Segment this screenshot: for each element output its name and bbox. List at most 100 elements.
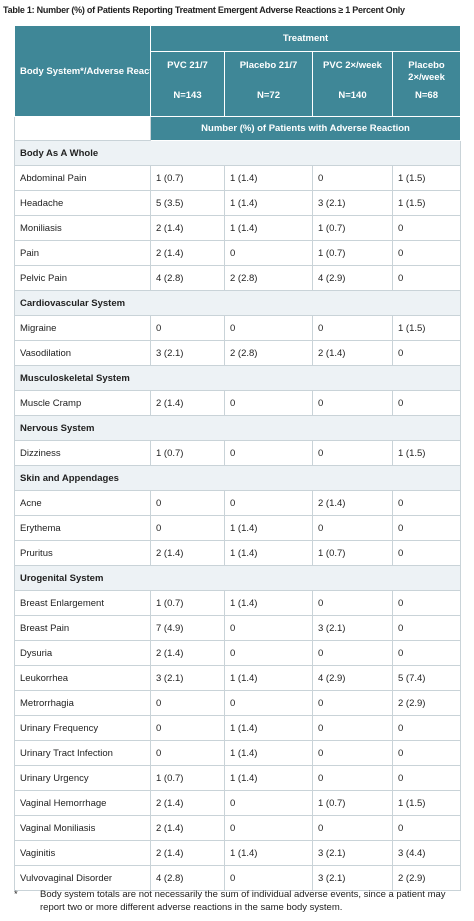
cell: 2 (2.9) — [391, 690, 462, 716]
section-row: Musculoskeletal System — [13, 365, 462, 391]
cell: 0 — [391, 640, 462, 666]
row-label: Vulvovaginal Disorder — [14, 865, 151, 891]
row-label: Abdominal Pain — [14, 165, 151, 191]
data-row: Abdominal Pain 1 (0.7) 1 (1.4) 0 1 (1.5) — [14, 165, 462, 191]
cell: 1 (1.4) — [224, 215, 313, 241]
cell: 1 (0.7) — [312, 215, 393, 241]
cell: 0 — [391, 265, 462, 291]
cell: 0 — [312, 590, 393, 616]
footnote: * Body system totals are not necessarily … — [14, 888, 460, 914]
cell: 0 — [224, 790, 313, 816]
cell: 1 (1.4) — [224, 590, 313, 616]
data-row: Urinary Urgency 1 (0.7) 1 (1.4) 0 0 — [14, 765, 462, 791]
cell: 0 — [312, 740, 393, 766]
data-row: Headache 5 (3.5) 1 (1.4) 3 (2.1) 1 (1.5) — [14, 190, 462, 216]
data-row: Erythema 0 1 (1.4) 0 0 — [14, 515, 462, 541]
cell: 3 (2.1) — [312, 190, 393, 216]
row-label: Pelvic Pain — [14, 265, 151, 291]
cell: 5 (3.5) — [150, 190, 225, 216]
cell: 0 — [224, 690, 313, 716]
cell: 0 — [224, 390, 313, 416]
data-row: Migraine 0 0 0 1 (1.5) — [14, 315, 462, 341]
data-row: Vaginitis 2 (1.4) 1 (1.4) 3 (2.1) 3 (4.4) — [14, 840, 462, 866]
row-label: Vaginal Moniliasis — [14, 815, 151, 841]
data-row: Acne 0 0 2 (1.4) 0 — [14, 490, 462, 516]
cell: 2 (2.8) — [224, 340, 313, 366]
section-name: Urogenital System — [13, 565, 462, 591]
cell: 3 (2.1) — [150, 340, 225, 366]
cell: 2 (1.4) — [312, 490, 393, 516]
cell: 3 (2.1) — [312, 865, 393, 891]
cell: 3 (2.1) — [150, 665, 225, 691]
cell: 2 (1.4) — [150, 790, 225, 816]
footnote-text: Body system totals are not necessarily t… — [40, 889, 446, 913]
column-label: Placebo 2×/week — [408, 60, 445, 83]
cell: 0 — [391, 215, 462, 241]
cell: 0 — [391, 340, 462, 366]
cell: 0 — [224, 640, 313, 666]
data-row: Vaginal Hemorrhage 2 (1.4) 0 1 (0.7) 1 (1.5) — [14, 790, 462, 816]
cell: 0 — [224, 815, 313, 841]
cell: 0 — [312, 690, 393, 716]
cell: 0 — [312, 640, 393, 666]
row-label: Migraine — [14, 315, 151, 341]
header-row: Body System*/Adverse ReactionTreatment — [14, 25, 462, 117]
cell: 4 (2.8) — [150, 865, 225, 891]
section-row: Cardiovascular System — [13, 290, 462, 316]
cell: 0 — [224, 865, 313, 891]
cell: 0 — [312, 515, 393, 541]
cell: 2 (1.4) — [150, 840, 225, 866]
cell: 0 — [391, 615, 462, 641]
row-label: Metrorrhagia — [14, 690, 151, 716]
cell: 4 (2.9) — [312, 665, 393, 691]
cell: 2 (1.4) — [150, 215, 225, 241]
row-label: Pruritus — [14, 540, 151, 566]
cell: 1 (1.4) — [224, 665, 313, 691]
column-header: Placebo 21/7 N=72 — [224, 51, 313, 117]
cell: 1 (0.7) — [150, 590, 225, 616]
cell: 3 (2.1) — [312, 615, 393, 641]
cell: 0 — [391, 490, 462, 516]
cell: 4 (2.8) — [150, 265, 225, 291]
section-name: Musculoskeletal System — [13, 365, 462, 391]
cell: 0 — [391, 715, 462, 741]
data-row: Vaginal Moniliasis 2 (1.4) 0 0 0 — [14, 815, 462, 841]
row-label: Moniliasis — [14, 215, 151, 241]
column-label: Placebo 21/7 — [239, 60, 298, 71]
header-row: PVC 21/7 N=143 Placebo 21/7 N=72 PVC 2×/week… — [15, 51, 462, 117]
cell: 0 — [391, 540, 462, 566]
cell: 0 — [391, 590, 462, 616]
row-label: Breast Pain — [14, 615, 151, 641]
row-label: Urinary Urgency — [14, 765, 151, 791]
cell: 0 — [312, 715, 393, 741]
header-row: Number (%) of Patients with Adverse Reac… — [14, 116, 462, 141]
data-row: Breast Pain 7 (4.9) 0 3 (2.1) 0 — [14, 615, 462, 641]
column-n: N=143 — [173, 90, 202, 101]
cell: 1 (0.7) — [150, 765, 225, 791]
cell: 1 (0.7) — [150, 440, 225, 466]
section-row: Body As A Whole — [13, 140, 462, 166]
cell: 0 — [312, 315, 393, 341]
row-label: Pain — [14, 240, 151, 266]
cell: 3 (2.1) — [312, 840, 393, 866]
column-header: PVC 2×/week N=140 — [312, 51, 393, 117]
cell: 0 — [224, 490, 313, 516]
cell: 0 — [391, 815, 462, 841]
column-label: PVC 2×/week — [323, 60, 382, 71]
section-name: Cardiovascular System — [13, 290, 462, 316]
cell: 3 (4.4) — [391, 840, 462, 866]
column-n: N=68 — [415, 90, 438, 101]
cell: 2 (1.4) — [150, 540, 225, 566]
cell: 1 (1.4) — [224, 165, 313, 191]
cell: 1 (0.7) — [312, 540, 393, 566]
cell: 0 — [224, 615, 313, 641]
cell: 0 — [150, 740, 225, 766]
cell: 1 (1.4) — [224, 740, 313, 766]
cell: 0 — [150, 690, 225, 716]
section-name: Body As A Whole — [13, 140, 462, 166]
cell: 1 (0.7) — [150, 165, 225, 191]
cell: 1 (1.5) — [391, 165, 462, 191]
section-name: Skin and Appendages — [13, 465, 462, 491]
cell: 2 (1.4) — [312, 340, 393, 366]
cell: 0 — [224, 315, 313, 341]
